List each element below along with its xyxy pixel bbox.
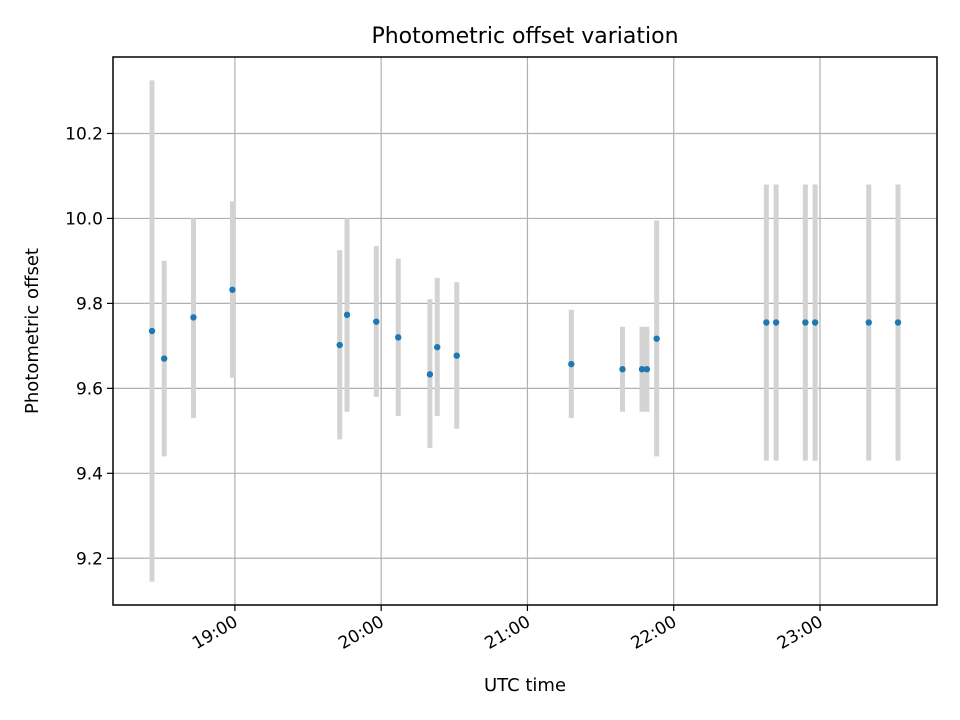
grid	[113, 57, 937, 605]
data-point	[343, 311, 351, 319]
plot-background	[113, 57, 937, 605]
data-point	[568, 360, 575, 368]
x-tick-label: 19:00	[189, 612, 241, 654]
y-tick-label: 9.8	[76, 294, 103, 314]
data-points	[148, 286, 902, 378]
data-point	[426, 371, 434, 378]
x-tick-label: 23:00	[774, 612, 826, 654]
data-point	[229, 286, 236, 293]
data-point	[811, 319, 819, 326]
data-point	[653, 335, 660, 342]
plot-frame	[112, 56, 938, 606]
data-point	[638, 366, 646, 373]
data-point	[802, 319, 809, 326]
y-tick-label: 9.4	[76, 464, 103, 484]
y-tick-label: 10.2	[65, 124, 103, 144]
data-point	[190, 314, 197, 321]
data-point	[453, 352, 460, 359]
y-tick-label: 10.0	[65, 209, 103, 229]
y-tick-label: 9.6	[76, 379, 103, 399]
data-point	[373, 318, 380, 325]
y-axis-label: Photometric offset	[22, 248, 43, 414]
data-point	[336, 341, 343, 349]
data-point	[772, 319, 780, 326]
data-point	[643, 366, 651, 373]
data-point	[148, 327, 156, 335]
x-tick-label: 21:00	[482, 612, 534, 654]
chart-title: Photometric offset variation	[371, 24, 678, 49]
data-point	[619, 366, 626, 373]
data-point	[395, 334, 402, 341]
y-axis-ticks: 9.2 9.4 9.6 9.8 10.0 10.2	[65, 124, 113, 569]
data-point	[160, 355, 168, 362]
y-tick-label: 9.2	[76, 549, 103, 569]
data-point	[434, 343, 441, 351]
data-point	[763, 319, 770, 326]
x-tick-label: 22:00	[628, 612, 680, 654]
x-axis-ticks: 19:00 20:00 21:00 22:00 23:00	[189, 605, 826, 654]
x-axis-label: UTC time	[484, 675, 566, 696]
data-point	[865, 319, 872, 326]
x-tick-label: 20:00	[335, 612, 387, 654]
data-point	[894, 319, 902, 326]
